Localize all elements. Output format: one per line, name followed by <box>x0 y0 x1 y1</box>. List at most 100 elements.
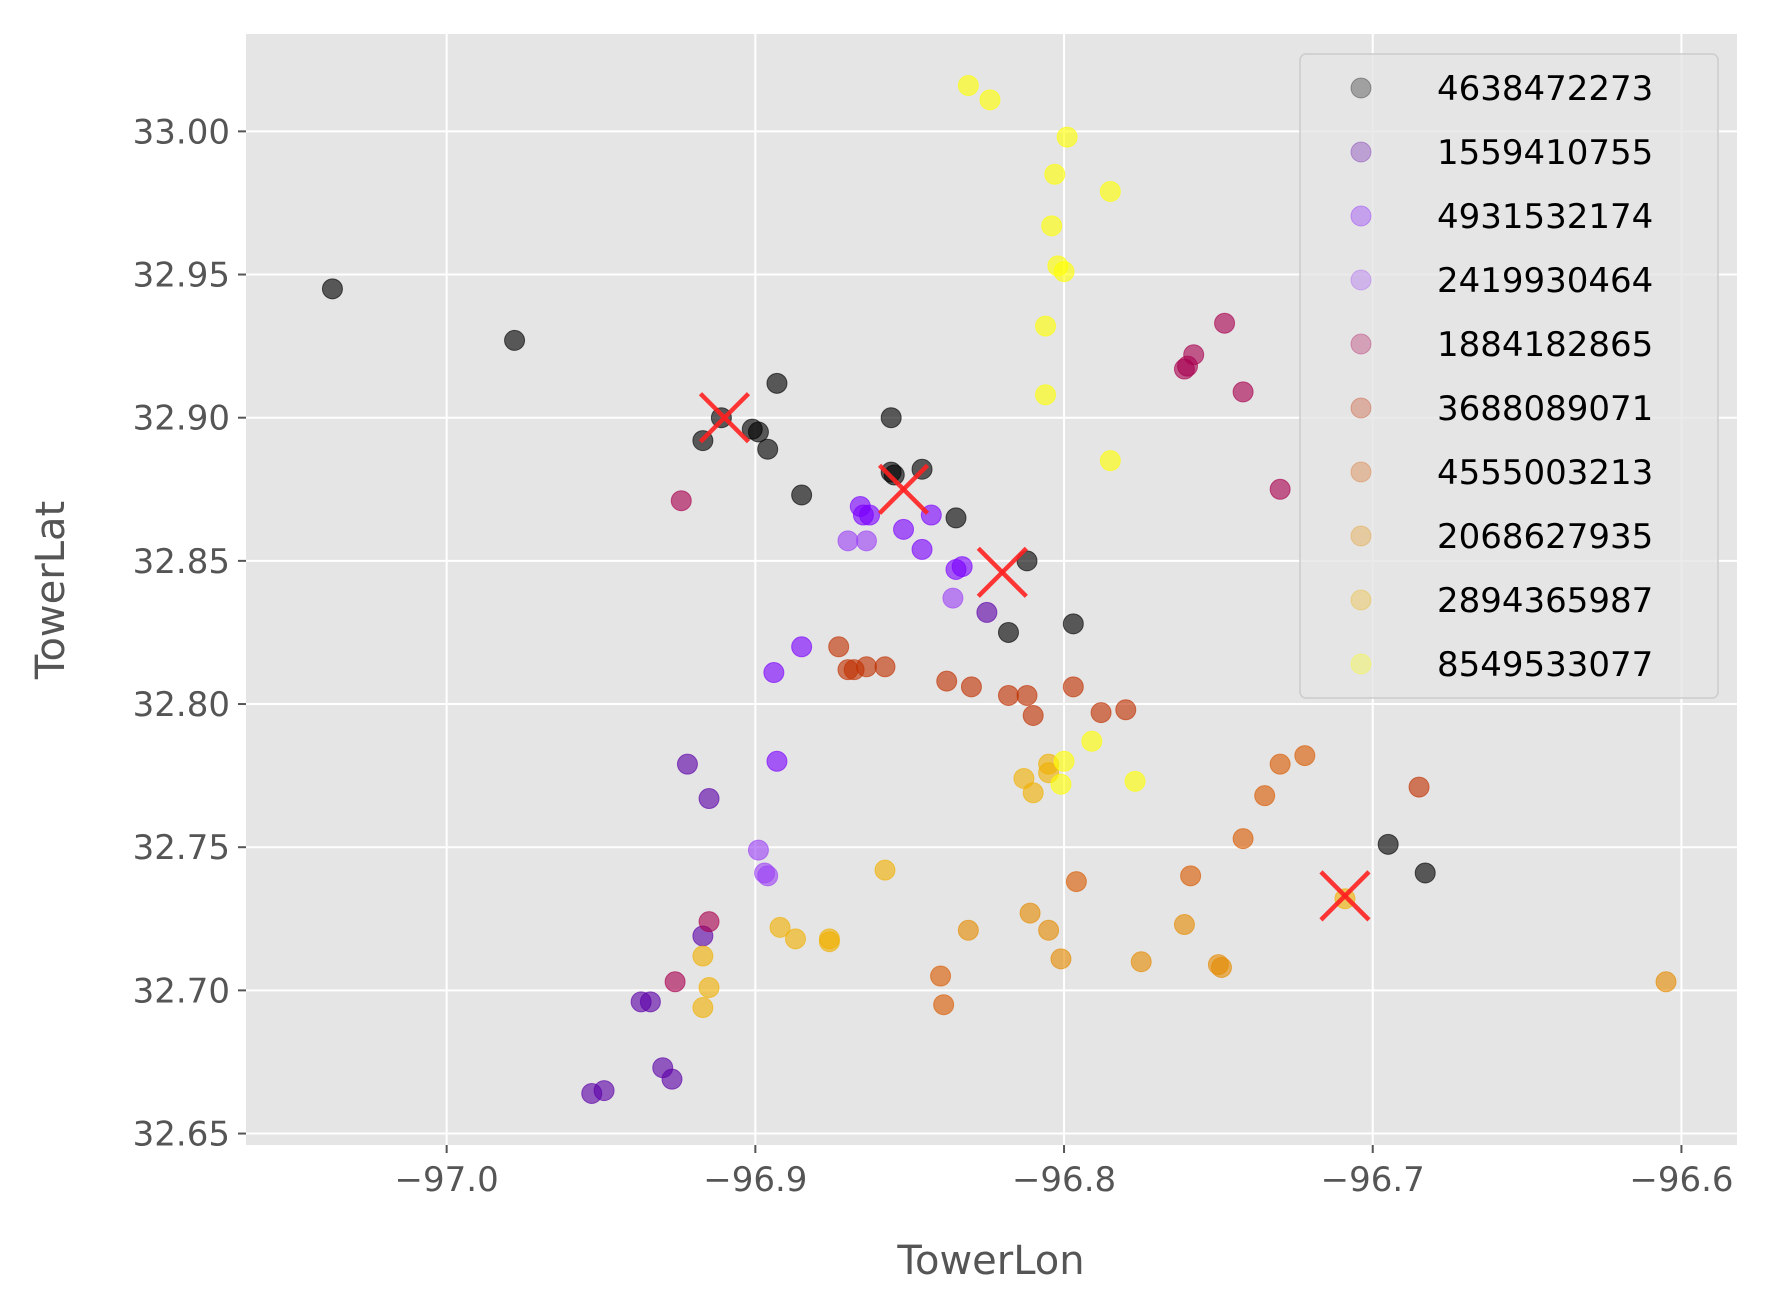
data-point <box>828 636 850 658</box>
data-point <box>1019 902 1041 924</box>
data-point <box>1377 833 1399 855</box>
centroid-stroke <box>877 463 930 515</box>
data-points <box>321 75 1677 1104</box>
legend-label: 2419930464 <box>1437 261 1653 301</box>
data-point <box>1210 956 1232 978</box>
y-tick-label: 32.75 <box>133 828 230 868</box>
data-point <box>936 670 958 692</box>
legend-marker <box>1350 141 1372 163</box>
legend-item: 4931532174 <box>1350 197 1653 237</box>
data-point <box>945 507 967 529</box>
data-point <box>1081 730 1103 752</box>
legend-marker <box>1350 589 1372 611</box>
data-point <box>893 518 915 540</box>
data-point <box>1180 865 1202 887</box>
centroid-marker <box>877 463 930 515</box>
data-point <box>1124 770 1146 792</box>
x-axis-label: TowerLon <box>896 1238 1084 1284</box>
x-tick-label: −96.9 <box>703 1160 807 1200</box>
data-point <box>692 945 714 967</box>
legend-label: 4931532174 <box>1437 197 1653 237</box>
centroid-marker <box>698 392 751 444</box>
data-point <box>1050 948 1072 970</box>
series-group <box>763 495 973 772</box>
legend-label: 2894365987 <box>1437 581 1653 621</box>
data-point <box>911 538 933 560</box>
data-point <box>763 662 785 684</box>
legend-marker <box>1350 77 1372 99</box>
data-point <box>880 407 902 429</box>
data-point <box>855 530 877 552</box>
y-tick-label: 32.80 <box>133 685 230 725</box>
y-tick-label: 32.95 <box>133 256 230 296</box>
legend-item: 2068627935 <box>1350 517 1653 557</box>
data-point <box>942 587 964 609</box>
data-point <box>664 971 686 993</box>
data-point <box>639 991 661 1013</box>
data-point <box>1035 315 1057 337</box>
series-group <box>957 902 1677 993</box>
data-point <box>1254 785 1276 807</box>
data-point <box>698 911 720 933</box>
legend-marker <box>1350 205 1372 227</box>
series-group <box>747 530 964 887</box>
x-tick-label: −96.7 <box>1321 1160 1425 1200</box>
centroid-stroke <box>1319 870 1371 922</box>
data-point <box>1214 312 1236 334</box>
data-point <box>1053 750 1075 772</box>
data-point <box>874 656 896 678</box>
y-tick-label: 32.90 <box>133 399 230 439</box>
legend-marker <box>1350 269 1372 291</box>
legend-marker <box>1350 397 1372 419</box>
data-point <box>1414 862 1436 884</box>
legend-marker <box>1350 461 1372 483</box>
legend-label: 3688089071 <box>1437 389 1653 429</box>
legend-marker <box>1350 525 1372 547</box>
data-point <box>1232 828 1254 850</box>
data-point <box>957 919 979 941</box>
legend-label: 1884182865 <box>1437 325 1653 365</box>
data-point <box>766 750 788 772</box>
legend-item: 3688089071 <box>1350 389 1653 429</box>
series-group <box>692 753 1356 1019</box>
data-point <box>997 621 1019 643</box>
data-point <box>1022 704 1044 726</box>
data-point <box>1115 699 1137 721</box>
centroid-markers <box>698 392 1371 922</box>
legend-label: 2068627935 <box>1437 517 1653 557</box>
x-tick-label: −97.0 <box>395 1160 499 1200</box>
data-point <box>1099 180 1121 202</box>
data-point <box>1053 261 1075 283</box>
data-point <box>1022 782 1044 804</box>
data-point <box>1035 384 1057 406</box>
data-point <box>747 421 769 443</box>
data-point <box>661 1068 683 1090</box>
legend-item: 1884182865 <box>1350 325 1653 365</box>
y-axis-ticks: 32.65 32.70 32.75 32.80 32.85 32.90 32.95 33.00 <box>133 112 246 1155</box>
data-point <box>698 977 720 999</box>
data-point <box>1269 753 1291 775</box>
data-point <box>1232 381 1254 403</box>
legend: 4638472273 1559410755 4931532174 2419930464… <box>1299 53 1719 699</box>
legend-label: 4555003213 <box>1437 453 1653 493</box>
series-group <box>828 636 1430 798</box>
data-point <box>859 504 881 526</box>
data-point <box>593 1080 615 1102</box>
data-point <box>1099 450 1121 472</box>
y-axis-label: TowerLat <box>28 501 74 680</box>
data-point <box>960 676 982 698</box>
legend-item: 2419930464 <box>1350 261 1653 301</box>
data-point <box>1062 613 1084 635</box>
y-tick-label: 33.00 <box>133 112 230 152</box>
data-point <box>1041 215 1063 237</box>
data-point <box>837 530 859 552</box>
data-point <box>1130 951 1152 973</box>
data-point <box>979 89 1001 111</box>
data-point <box>957 75 979 97</box>
data-point <box>933 994 955 1016</box>
data-point <box>1294 745 1316 767</box>
series-group <box>581 601 998 1104</box>
data-point <box>1038 919 1060 941</box>
data-point <box>930 965 952 987</box>
